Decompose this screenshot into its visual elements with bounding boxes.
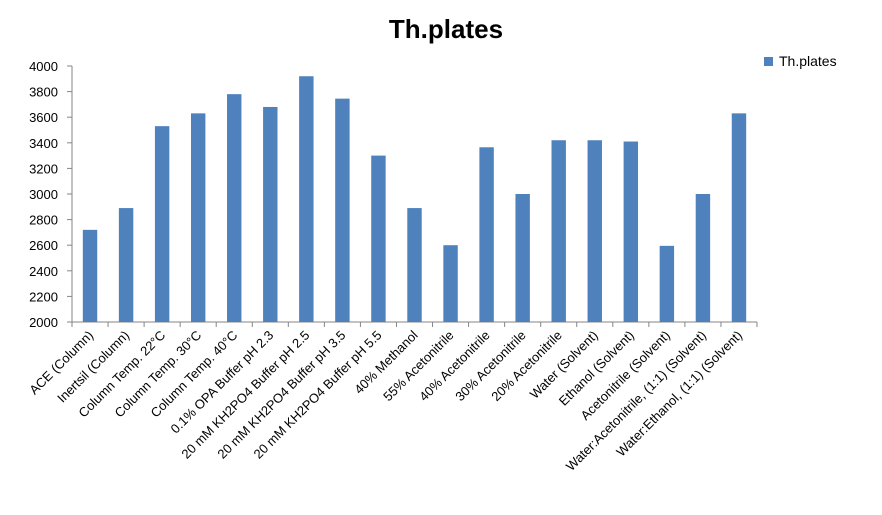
y-tick-label: 3600 — [29, 110, 58, 125]
bar — [587, 140, 602, 322]
bar — [659, 245, 675, 322]
bar — [443, 245, 458, 322]
bar — [551, 140, 566, 322]
bar — [695, 194, 711, 322]
bar — [371, 155, 386, 322]
x-axis: ACE (Column)Inertsil (Column)Column Temp… — [26, 321, 758, 474]
y-tick-label: 2600 — [29, 238, 58, 253]
y-tick-label: 2800 — [29, 213, 58, 228]
y-tick-label: 2200 — [29, 289, 58, 304]
y-tick-label: 4000 — [29, 59, 58, 74]
y-tick-label: 3000 — [29, 187, 58, 202]
bar — [299, 76, 314, 323]
bar — [263, 106, 278, 323]
bar — [82, 229, 98, 322]
bars — [82, 76, 747, 323]
legend-swatch — [764, 57, 773, 66]
y-tick-label: 3200 — [29, 161, 58, 176]
bar — [190, 113, 206, 322]
y-axis: 2000 2200 2400 2600 2800 3000 3200 3400 3600 3800… — [29, 59, 73, 330]
y-tick-label: 3800 — [29, 85, 58, 100]
chart-title: Th.plates — [389, 14, 503, 44]
bar — [623, 141, 639, 322]
bar — [335, 98, 350, 322]
bar — [118, 208, 134, 322]
legend: Th.plates — [764, 53, 837, 69]
bar — [407, 208, 422, 322]
bar — [515, 194, 530, 322]
bar — [479, 147, 494, 322]
y-tick-label: 3400 — [29, 136, 58, 151]
y-tick-label: 2000 — [29, 315, 58, 330]
y-tick-label: 2400 — [29, 264, 58, 279]
bar — [227, 94, 242, 322]
bar — [154, 126, 170, 322]
bar — [731, 113, 747, 322]
legend-label: Th.plates — [779, 53, 837, 69]
